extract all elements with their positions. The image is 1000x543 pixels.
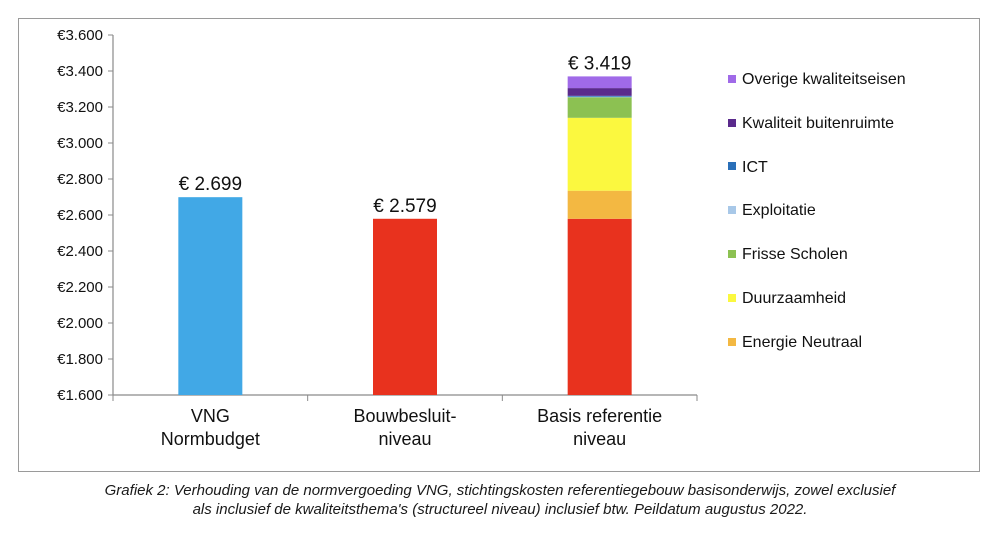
legend-label: Kwaliteit buitenruimte: [742, 114, 895, 132]
legend-item: Exploitatie: [728, 201, 816, 221]
bar-segment: [567, 117, 632, 191]
legend-swatch: [728, 293, 736, 302]
legend-item: Duurzaamheid: [728, 289, 846, 309]
legend-item: Frisse Scholen: [728, 245, 848, 265]
bar-segment: [567, 76, 632, 89]
y-tick-label: €3.000: [57, 135, 103, 152]
x-category-label: Normbudget: [161, 429, 260, 449]
legend-swatch: [728, 74, 736, 83]
x-category-label: VNG: [191, 406, 230, 426]
x-category-label: Bouwbesluit-: [353, 406, 456, 426]
y-tick-label: €3.200: [57, 99, 103, 116]
legend-label: ICT: [742, 158, 768, 176]
bar-segment: [567, 95, 632, 97]
y-tick-label: €2.800: [57, 171, 103, 188]
legend-swatch: [728, 206, 736, 215]
legend-item: Overige kwaliteitseisen: [728, 70, 906, 90]
legend-item: Kwaliteit buitenruimte: [728, 114, 894, 134]
bar-segment: [567, 190, 632, 219]
bar-segment: [567, 97, 632, 118]
legend-swatch: [728, 162, 736, 171]
legend-label: Frisse Scholen: [742, 246, 848, 264]
stacked-bar-chart: €1.600 €1.800 €2.000 €2.200 €2.400 €2.600 €2.8…: [57, 27, 698, 449]
legend-label: Energie Neutraal: [742, 333, 863, 351]
legend-swatch: [728, 249, 736, 258]
y-tick-label: €2.400: [57, 243, 103, 260]
y-tick-label: €2.200: [57, 279, 103, 296]
y-tick-label: €3.600: [57, 27, 103, 44]
legend-label: Overige kwaliteitseisen: [742, 71, 906, 88]
legend-item: ICT: [728, 158, 768, 178]
bar-segment: [567, 88, 632, 96]
y-tick-label: €1.800: [57, 351, 103, 368]
bar-total-label: € 3.419: [568, 53, 631, 74]
legend-label: Duurzaamheid: [742, 290, 847, 307]
y-tick-label: €2.600: [57, 207, 103, 224]
x-category-label: niveau: [573, 429, 626, 449]
y-tick-label: €3.400: [57, 63, 103, 80]
y-tick-label: €1.600: [57, 387, 103, 404]
legend-label: Exploitatie: [742, 202, 816, 220]
figure-caption-line-2: als inclusief de kwaliteitsthema's (stru…: [192, 501, 808, 518]
bar-segment: [178, 197, 243, 395]
y-tick-label: €2.000: [57, 315, 103, 332]
bar-segment: [567, 96, 632, 98]
bar-total-label: € 2.579: [373, 196, 436, 217]
legend-item: Energie Neutraal: [728, 333, 862, 353]
bar-segment: [373, 218, 437, 395]
bar-segment: [567, 218, 632, 395]
bar-total-label: € 2.699: [179, 174, 242, 195]
x-category-label: Basis referentie: [537, 406, 662, 426]
figure-caption-line-1: Grafiek 2: Verhouding van de normvergoed…: [104, 482, 896, 499]
legend-swatch: [728, 118, 736, 127]
x-category-label: niveau: [378, 429, 431, 449]
legend-swatch: [728, 337, 736, 346]
